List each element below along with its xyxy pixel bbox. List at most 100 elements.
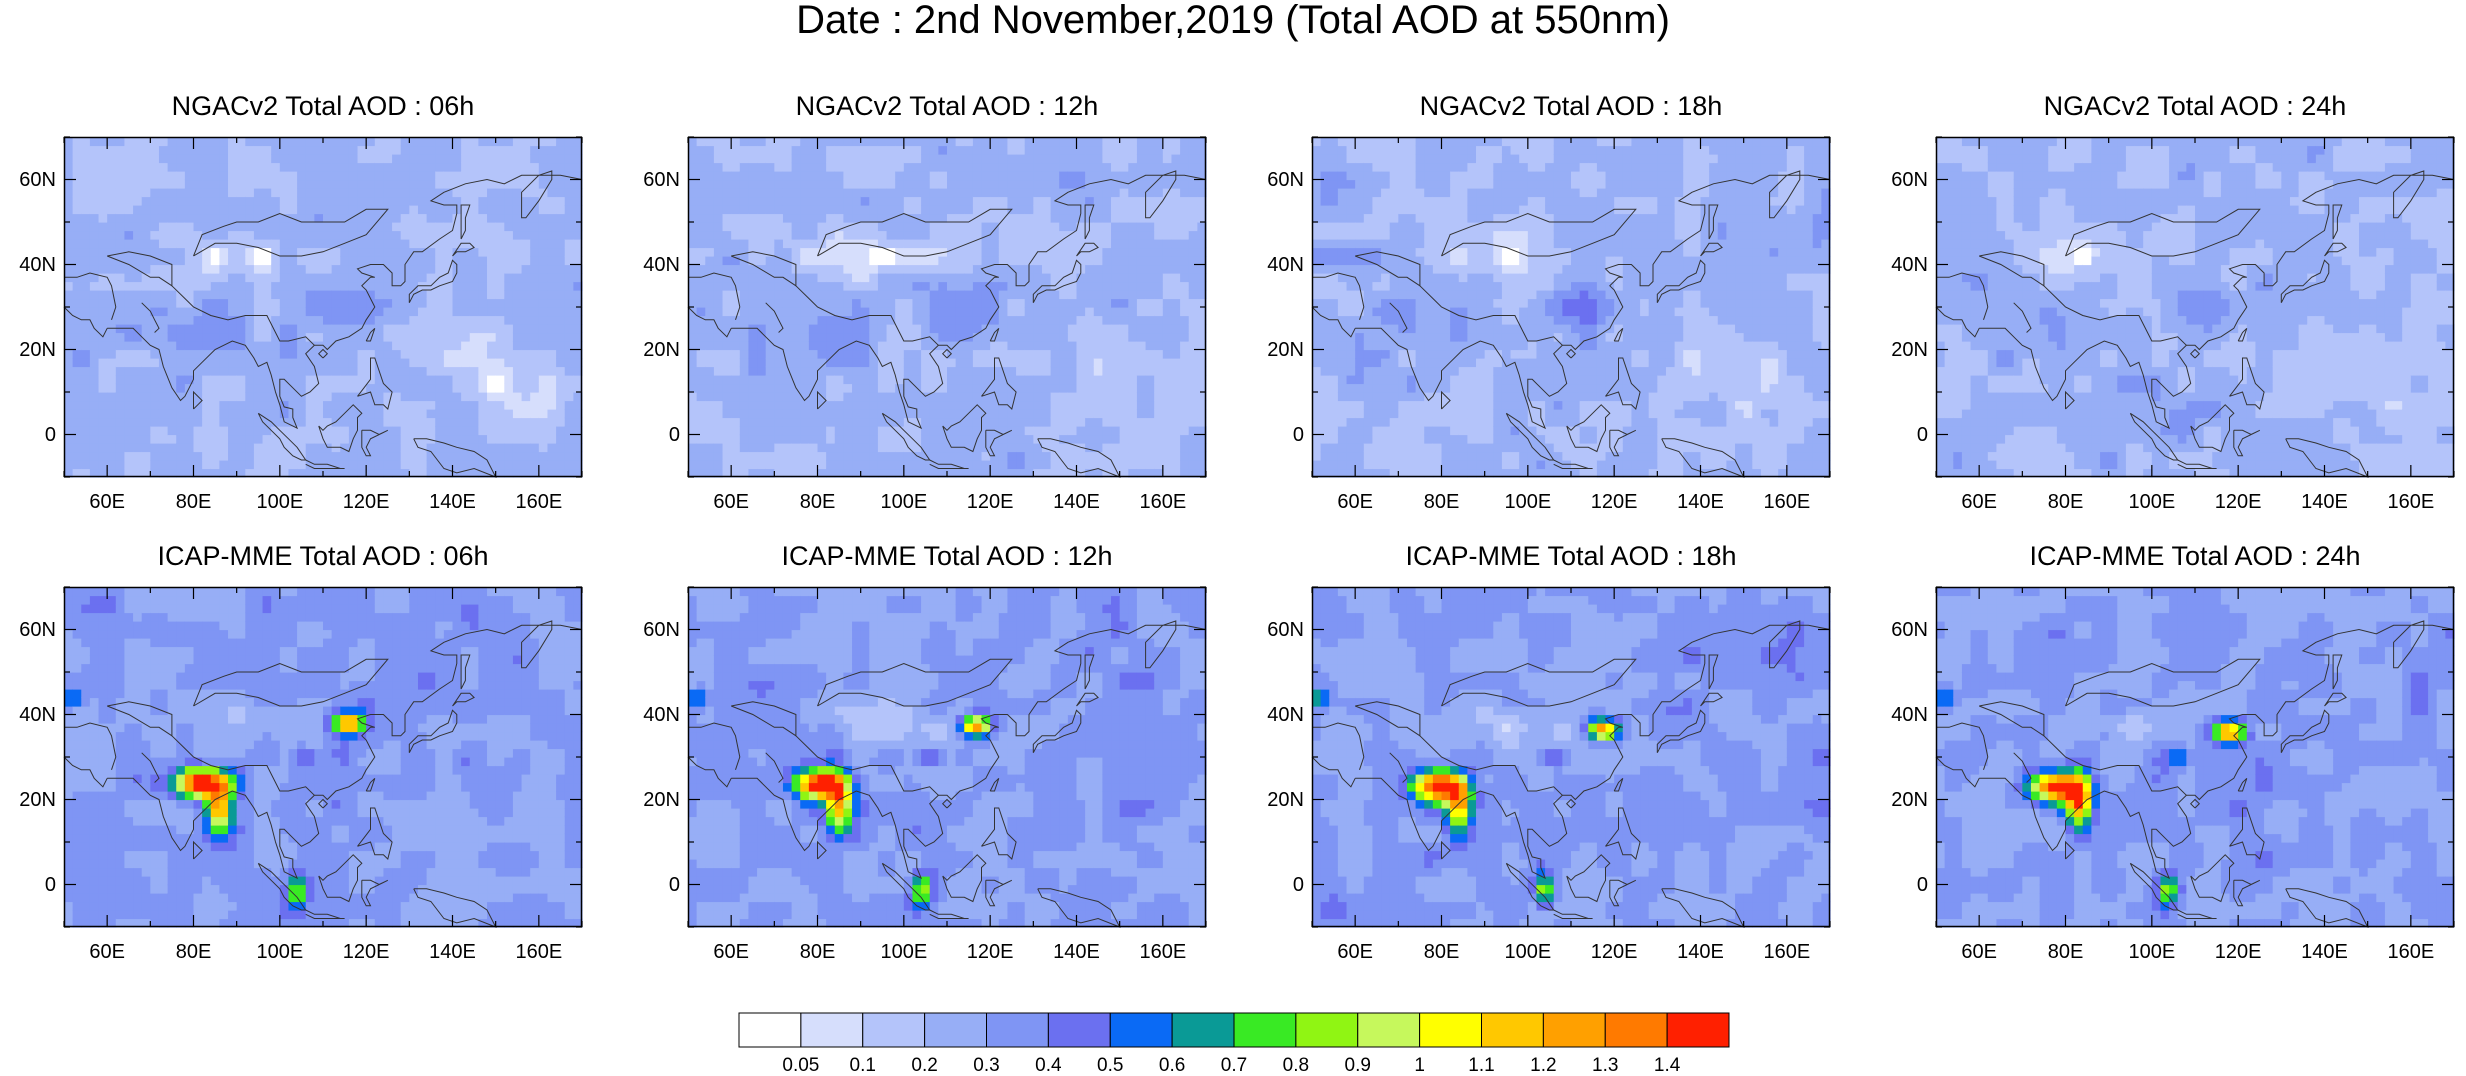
- lat-tick-label: 40N: [6, 255, 56, 275]
- lon-tick-label: 160E: [2376, 491, 2446, 513]
- lat-tick-label: 0: [630, 425, 680, 445]
- lon-tick-label: 160E: [1752, 491, 1822, 513]
- colorbar-swatch: [1667, 1013, 1729, 1047]
- colorbar-label: 1.3: [1580, 1056, 1630, 1076]
- lat-tick-label: 40N: [6, 705, 56, 725]
- colorbar-swatch: [1234, 1013, 1296, 1047]
- aod-field: [1312, 587, 1830, 927]
- lon-tick-label: 80E: [1407, 491, 1477, 513]
- panel-title: NGACv2 Total AOD : 24h: [1876, 91, 2466, 121]
- lon-tick-label: 100E: [1493, 491, 1563, 513]
- lat-tick-label: 60N: [1878, 620, 1928, 640]
- lon-tick-label: 140E: [2290, 941, 2360, 963]
- colorbar-swatch: [1482, 1013, 1544, 1047]
- aod-field: [1936, 587, 2454, 927]
- lat-tick-label: 40N: [630, 705, 680, 725]
- lon-tick-label: 120E: [331, 941, 401, 963]
- lon-tick-label: 100E: [245, 941, 315, 963]
- lat-tick-label: 40N: [1254, 705, 1304, 725]
- panel-title: ICAP-MME Total AOD : 24h: [1876, 541, 2466, 571]
- aod-field: [688, 587, 1206, 927]
- lat-tick-label: 60N: [1254, 620, 1304, 640]
- lon-tick-label: 160E: [1752, 941, 1822, 963]
- lat-tick-label: 0: [6, 425, 56, 445]
- lon-tick-label: 160E: [504, 941, 574, 963]
- lat-tick-label: 40N: [1254, 255, 1304, 275]
- lon-tick-label: 140E: [1042, 941, 1112, 963]
- aod-map-ngac-18h: [1312, 137, 1830, 477]
- lon-tick-label: 60E: [1944, 491, 2014, 513]
- colorbar-swatch: [1420, 1013, 1482, 1047]
- lat-tick-label: 60N: [630, 170, 680, 190]
- aod-map-icap-24h: [1936, 587, 2454, 927]
- lon-tick-label: 140E: [418, 941, 488, 963]
- aod-map-icap-12h: [688, 587, 1206, 927]
- colorbar-label: 0.9: [1333, 1056, 1383, 1076]
- lat-tick-label: 60N: [630, 620, 680, 640]
- lon-tick-label: 80E: [783, 941, 853, 963]
- panel-title: ICAP-MME Total AOD : 06h: [4, 541, 642, 571]
- lon-tick-label: 100E: [2117, 941, 2187, 963]
- lon-tick-label: 140E: [418, 491, 488, 513]
- panel-title: NGACv2 Total AOD : 06h: [4, 91, 642, 121]
- colorbar-swatch: [1172, 1013, 1234, 1047]
- lon-tick-label: 100E: [869, 491, 939, 513]
- lon-tick-label: 120E: [955, 941, 1025, 963]
- lat-tick-label: 60N: [6, 170, 56, 190]
- lon-tick-label: 80E: [783, 491, 853, 513]
- colorbar-label: 0.05: [776, 1056, 826, 1076]
- colorbar-swatch: [1543, 1013, 1605, 1047]
- lat-tick-label: 40N: [1878, 705, 1928, 725]
- panel-title: ICAP-MME Total AOD : 18h: [1252, 541, 1890, 571]
- lat-tick-label: 20N: [6, 340, 56, 360]
- lon-tick-label: 140E: [1666, 941, 1736, 963]
- lon-tick-label: 60E: [72, 491, 142, 513]
- colorbar-swatch: [1048, 1013, 1110, 1047]
- lat-tick-label: 60N: [6, 620, 56, 640]
- lat-tick-label: 20N: [1254, 790, 1304, 810]
- colorbar-label: 0.8: [1271, 1056, 1321, 1076]
- lon-tick-label: 100E: [1493, 941, 1563, 963]
- lon-tick-label: 60E: [1320, 941, 1390, 963]
- colorbar-label: 0.3: [962, 1056, 1012, 1076]
- lon-tick-label: 120E: [331, 491, 401, 513]
- lon-tick-label: 100E: [2117, 491, 2187, 513]
- aod-map-icap-18h: [1312, 587, 1830, 927]
- colorbar-label: 1.1: [1457, 1056, 1507, 1076]
- lon-tick-label: 60E: [1320, 491, 1390, 513]
- lon-tick-label: 100E: [245, 491, 315, 513]
- lat-tick-label: 0: [1254, 425, 1304, 445]
- lat-tick-label: 0: [630, 875, 680, 895]
- aod-field: [688, 137, 1206, 477]
- lon-tick-label: 160E: [504, 491, 574, 513]
- colorbar-label: 1.4: [1642, 1056, 1692, 1076]
- lon-tick-label: 80E: [159, 491, 229, 513]
- lon-tick-label: 120E: [1579, 941, 1649, 963]
- aod-field: [64, 137, 582, 477]
- aod-map-ngac-6h: [64, 137, 582, 477]
- colorbar-label: 0.1: [838, 1056, 888, 1076]
- aod-field: [1936, 137, 2454, 477]
- colorbar-label: 1: [1395, 1056, 1445, 1076]
- panel-title: NGACv2 Total AOD : 12h: [628, 91, 1266, 121]
- figure-title: Date : 2nd November,2019 (Total AOD at 5…: [0, 0, 2466, 42]
- colorbar-label: 0.5: [1085, 1056, 1135, 1076]
- colorbar-swatch: [925, 1013, 987, 1047]
- lon-tick-label: 80E: [1407, 941, 1477, 963]
- lon-tick-label: 60E: [696, 941, 766, 963]
- lon-tick-label: 120E: [2203, 941, 2273, 963]
- colorbar-swatch: [863, 1013, 925, 1047]
- colorbar-swatch: [1358, 1013, 1420, 1047]
- lon-tick-label: 80E: [2031, 491, 2101, 513]
- lon-tick-label: 80E: [159, 941, 229, 963]
- lat-tick-label: 0: [6, 875, 56, 895]
- colorbar-swatch: [1110, 1013, 1172, 1047]
- lon-tick-label: 120E: [955, 491, 1025, 513]
- lat-tick-label: 0: [1878, 875, 1928, 895]
- lon-tick-label: 60E: [1944, 941, 2014, 963]
- lon-tick-label: 80E: [2031, 941, 2101, 963]
- colorbar-swatch: [739, 1013, 801, 1047]
- colorbar-swatch: [987, 1013, 1049, 1047]
- panel-title: NGACv2 Total AOD : 18h: [1252, 91, 1890, 121]
- colorbar-label: 1.2: [1518, 1056, 1568, 1076]
